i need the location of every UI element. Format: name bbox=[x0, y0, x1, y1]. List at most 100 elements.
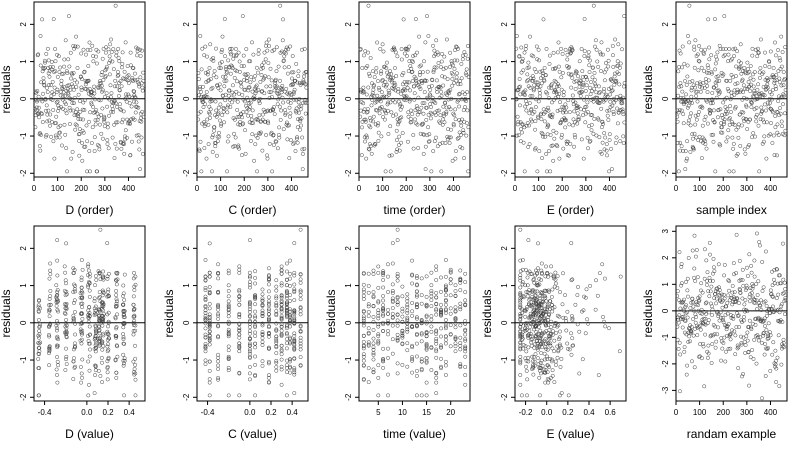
residual-point bbox=[275, 146, 280, 151]
residual-point bbox=[80, 301, 85, 306]
residual-point bbox=[57, 135, 62, 140]
residual-point bbox=[732, 122, 737, 127]
x-tick-label: 15 bbox=[422, 408, 431, 417]
residual-point bbox=[203, 304, 208, 308]
residual-point bbox=[443, 302, 448, 307]
residual-point bbox=[221, 74, 226, 79]
residual-point bbox=[248, 100, 253, 105]
y-tick-label: -2 bbox=[661, 360, 670, 368]
residual-point bbox=[73, 127, 78, 132]
residual-point bbox=[464, 99, 468, 104]
residual-point bbox=[596, 84, 601, 89]
residual-point bbox=[45, 119, 50, 124]
residual-point bbox=[531, 278, 536, 282]
residual-point bbox=[114, 297, 119, 302]
residual-point bbox=[371, 114, 376, 119]
residual-point bbox=[616, 42, 621, 47]
residual-point bbox=[82, 69, 87, 74]
residual-point bbox=[46, 65, 51, 70]
residual-point bbox=[122, 272, 127, 277]
residual-point bbox=[783, 45, 788, 50]
residual-point bbox=[247, 343, 252, 348]
residual-point bbox=[750, 286, 755, 291]
residual-point bbox=[292, 370, 297, 375]
residual-point bbox=[607, 108, 612, 113]
residual-point bbox=[212, 69, 217, 74]
residual-point bbox=[783, 128, 788, 133]
residual-point bbox=[444, 110, 449, 114]
residual-point bbox=[298, 338, 303, 343]
x-tick-label: 0 bbox=[674, 184, 679, 193]
residual-point bbox=[115, 74, 120, 79]
residual-point bbox=[434, 375, 439, 380]
residual-point bbox=[756, 279, 761, 284]
residual-point bbox=[257, 99, 261, 104]
residual-point bbox=[539, 334, 544, 339]
residual-point bbox=[266, 303, 271, 308]
x-tick-label: 0 bbox=[195, 184, 200, 193]
residual-point bbox=[250, 40, 254, 45]
residual-point bbox=[748, 355, 753, 360]
residual-point bbox=[87, 382, 91, 387]
residual-point bbox=[756, 50, 761, 55]
residual-point bbox=[73, 122, 78, 127]
residual-point bbox=[763, 299, 768, 304]
residual-point bbox=[381, 115, 386, 119]
residual-point bbox=[439, 345, 443, 350]
residual-point bbox=[448, 135, 453, 140]
residual-point bbox=[247, 329, 252, 334]
residual-point bbox=[434, 339, 439, 343]
residual-point bbox=[776, 99, 781, 104]
residual-point bbox=[292, 308, 297, 313]
residual-point bbox=[702, 69, 707, 74]
residual-point bbox=[294, 110, 299, 115]
residual-point bbox=[730, 328, 734, 333]
residual-point bbox=[121, 363, 126, 368]
residual-point bbox=[451, 123, 456, 128]
residual-point bbox=[518, 329, 523, 334]
residual-point bbox=[203, 326, 208, 331]
residual-point bbox=[279, 293, 284, 298]
residual-point bbox=[93, 283, 97, 288]
residual-point bbox=[101, 269, 106, 274]
residual-point bbox=[229, 100, 234, 105]
residual-point bbox=[264, 40, 269, 45]
residual-point bbox=[732, 272, 736, 277]
residual-point bbox=[753, 322, 758, 327]
residual-point bbox=[209, 97, 214, 102]
residual-point bbox=[122, 134, 127, 139]
residual-point bbox=[116, 56, 121, 60]
residual-point bbox=[590, 75, 595, 80]
residual-point bbox=[284, 289, 289, 293]
residual-point bbox=[590, 113, 595, 118]
residual-point bbox=[566, 153, 571, 158]
residual-point bbox=[435, 144, 440, 149]
residual-point bbox=[366, 314, 371, 319]
residual-point bbox=[752, 258, 757, 263]
residual-point bbox=[97, 97, 101, 102]
residual-point bbox=[46, 58, 51, 63]
residual-point bbox=[681, 112, 686, 117]
residual-point bbox=[453, 325, 458, 330]
residual-point bbox=[531, 88, 536, 93]
residual-point bbox=[717, 90, 722, 95]
residual-point bbox=[200, 96, 205, 101]
residual-point bbox=[139, 115, 143, 120]
residual-point bbox=[410, 313, 415, 318]
residual-point bbox=[434, 380, 439, 385]
residual-point bbox=[226, 332, 231, 337]
residual-point bbox=[419, 357, 424, 361]
residual-point bbox=[431, 68, 436, 73]
residual-point bbox=[93, 368, 98, 373]
residual-point bbox=[607, 132, 612, 137]
residual-point bbox=[429, 169, 434, 174]
residual-point bbox=[538, 371, 543, 376]
residual-point bbox=[80, 295, 85, 300]
residual-point bbox=[563, 47, 568, 52]
residual-point bbox=[93, 349, 98, 354]
residual-point bbox=[386, 355, 390, 360]
residual-point bbox=[366, 380, 371, 385]
residual-point bbox=[217, 130, 221, 135]
residual-point bbox=[740, 374, 745, 379]
residual-point bbox=[556, 64, 561, 69]
